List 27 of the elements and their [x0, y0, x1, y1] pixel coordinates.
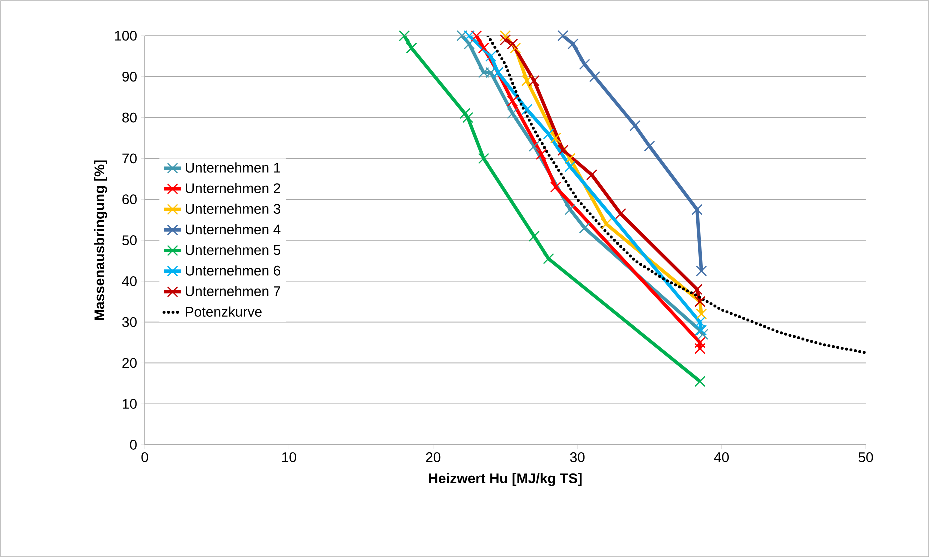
y-tick-label: 80	[122, 112, 137, 123]
legend-label: Unternehmen 3	[186, 204, 280, 214]
y-tick-label: 100	[115, 31, 137, 41]
y-tick-label: 20	[122, 358, 137, 368]
x-tick-label: 0	[142, 452, 148, 462]
y-tick-label: 0	[130, 440, 137, 450]
legend-label: Unternehmen 4	[186, 224, 281, 235]
x-tick-label: 30	[570, 452, 585, 462]
legend-label: Unternehmen 7	[186, 286, 280, 296]
x-tick-label: 20	[426, 452, 441, 462]
y-tick-label: 30	[122, 317, 137, 328]
y-axis-title: Massenausbringung [%]	[94, 160, 108, 320]
y-tick-label: 10	[123, 399, 137, 410]
x-tick-label: 10	[282, 452, 296, 462]
y-tick-label: 60	[122, 194, 137, 205]
y-tick-label: 90	[122, 72, 137, 82]
legend-label: Unternehmen 1	[186, 162, 280, 173]
y-tick-label: 70	[122, 154, 137, 164]
legend-label: Unternehmen 5	[186, 244, 281, 256]
y-tick-label: 50	[122, 236, 137, 246]
x-axis-title: Heizwert Hu [MJ/kg TS]	[429, 473, 582, 486]
legend-label: Potenzkurve	[186, 306, 262, 317]
y-tick-label: 40	[122, 276, 137, 286]
x-tick-label: 50	[858, 452, 874, 462]
legend-label: Unternehmen 2	[186, 183, 280, 194]
x-tick-label: 40	[714, 452, 730, 462]
legend-label: Unternehmen 6	[186, 266, 280, 276]
